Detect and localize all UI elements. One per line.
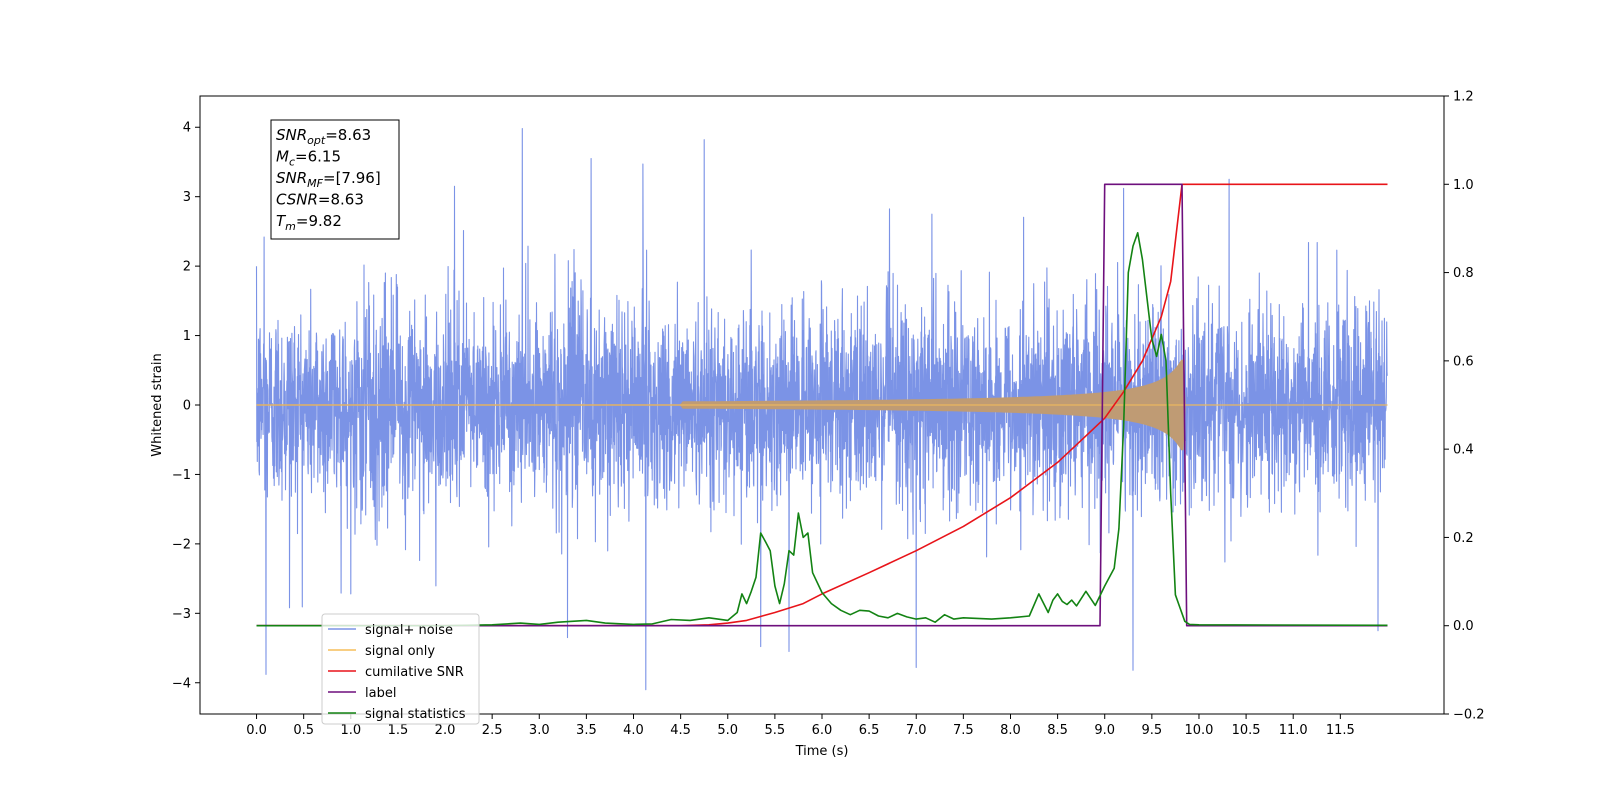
trace <box>256 183 1388 627</box>
x-tick-label: 5.0 <box>717 723 738 738</box>
legend-entry: label <box>365 686 396 701</box>
legend-entry: signal only <box>365 644 435 659</box>
y-tick-label: 0 <box>183 399 191 414</box>
x-tick-label: 4.0 <box>623 723 644 738</box>
y-tick-label: −2 <box>172 537 191 552</box>
x-tick-label: 3.0 <box>529 723 550 738</box>
legend-entry: signal+ noise <box>365 623 453 638</box>
trace <box>256 232 1388 627</box>
right-y-axis: −0.2 0.0 0.2 0.4 0.6 0.8 1.0 1.2 <box>1444 90 1485 723</box>
series-signal-noise <box>255 128 1388 691</box>
legend: signal+ noise signal only cumilative SNR la… <box>321 613 480 725</box>
y-tick-label: −3 <box>172 607 191 622</box>
x-axis: 0.0 0.5 1.0 1.5 2.0 2.5 3.0 3.5 4.0 4.5 5.0 5.5 6.0 6… <box>246 714 1355 738</box>
x-tick-label: 1.0 <box>340 723 361 738</box>
x-tick-label: 0.5 <box>293 723 314 738</box>
y-tick-label: 1 <box>183 329 191 344</box>
x-tick-label: 3.5 <box>576 723 597 738</box>
y-tick-label: −4 <box>172 676 191 691</box>
x-tick-label: 7.5 <box>953 723 974 738</box>
left-y-axis: −4 −3 −2 −1 0 1 2 3 4 <box>172 121 200 691</box>
x-tick-label: 7.0 <box>906 723 927 738</box>
x-tick-label: 8.5 <box>1047 723 1068 738</box>
info-line: Mc=6.15 <box>276 148 341 169</box>
y-tick-label: 2 <box>183 260 191 275</box>
series-label <box>256 183 1388 627</box>
series-signal-statistics <box>256 232 1388 627</box>
info-line: SNRopt=8.63 <box>276 126 371 147</box>
x-tick-label: 0.0 <box>246 723 267 738</box>
x-tick-label: 10.0 <box>1184 723 1213 738</box>
right-y-tick-label: 0.4 <box>1453 443 1474 458</box>
info-box-frame <box>270 119 400 240</box>
x-tick-label: 6.5 <box>859 723 880 738</box>
plot-area <box>255 128 1388 691</box>
series-signal-only <box>256 359 1388 451</box>
right-y-tick-label: −0.2 <box>1453 708 1485 723</box>
series-cumilative-snr <box>256 183 1388 627</box>
x-tick-label: 8.0 <box>1000 723 1021 738</box>
x-axis-label: Time (s) <box>795 744 849 759</box>
trace <box>256 183 1388 627</box>
x-tick-label: 6.0 <box>812 723 833 738</box>
legend-frame <box>321 613 480 725</box>
left-y-axis-label: Whitened strain <box>150 353 165 456</box>
x-tick-label: 11.0 <box>1279 723 1308 738</box>
right-y-tick-label: 1.2 <box>1453 90 1474 105</box>
x-tick-label: 9.0 <box>1094 723 1115 738</box>
right-y-tick-label: 0.8 <box>1453 266 1474 281</box>
x-tick-label: 2.0 <box>435 723 456 738</box>
x-tick-label: 9.5 <box>1142 723 1163 738</box>
x-tick-label: 11.5 <box>1326 723 1355 738</box>
right-y-tick-label: 0.6 <box>1453 354 1474 369</box>
x-tick-label: 2.5 <box>482 723 503 738</box>
y-tick-label: −1 <box>172 468 191 483</box>
x-tick-label: 4.5 <box>670 723 691 738</box>
x-tick-label: 10.5 <box>1232 723 1261 738</box>
right-y-tick-label: 1.0 <box>1453 178 1474 193</box>
right-y-tick-label: 0.2 <box>1453 531 1474 546</box>
legend-entry: cumilative SNR <box>365 665 464 680</box>
y-tick-label: 3 <box>183 190 191 205</box>
y-tick-label: 4 <box>183 121 191 136</box>
info-line: SNRMF=[7.96] <box>276 169 381 190</box>
legend-entry: signal statistics <box>365 707 466 722</box>
info-line: CSNR=8.63 <box>276 191 364 209</box>
info-line: Tm=9.82 <box>276 212 342 233</box>
x-tick-label: 5.5 <box>765 723 786 738</box>
right-y-tick-label: 0.0 <box>1453 619 1474 634</box>
noise-trace <box>255 128 1388 691</box>
x-tick-label: 1.5 <box>388 723 409 738</box>
